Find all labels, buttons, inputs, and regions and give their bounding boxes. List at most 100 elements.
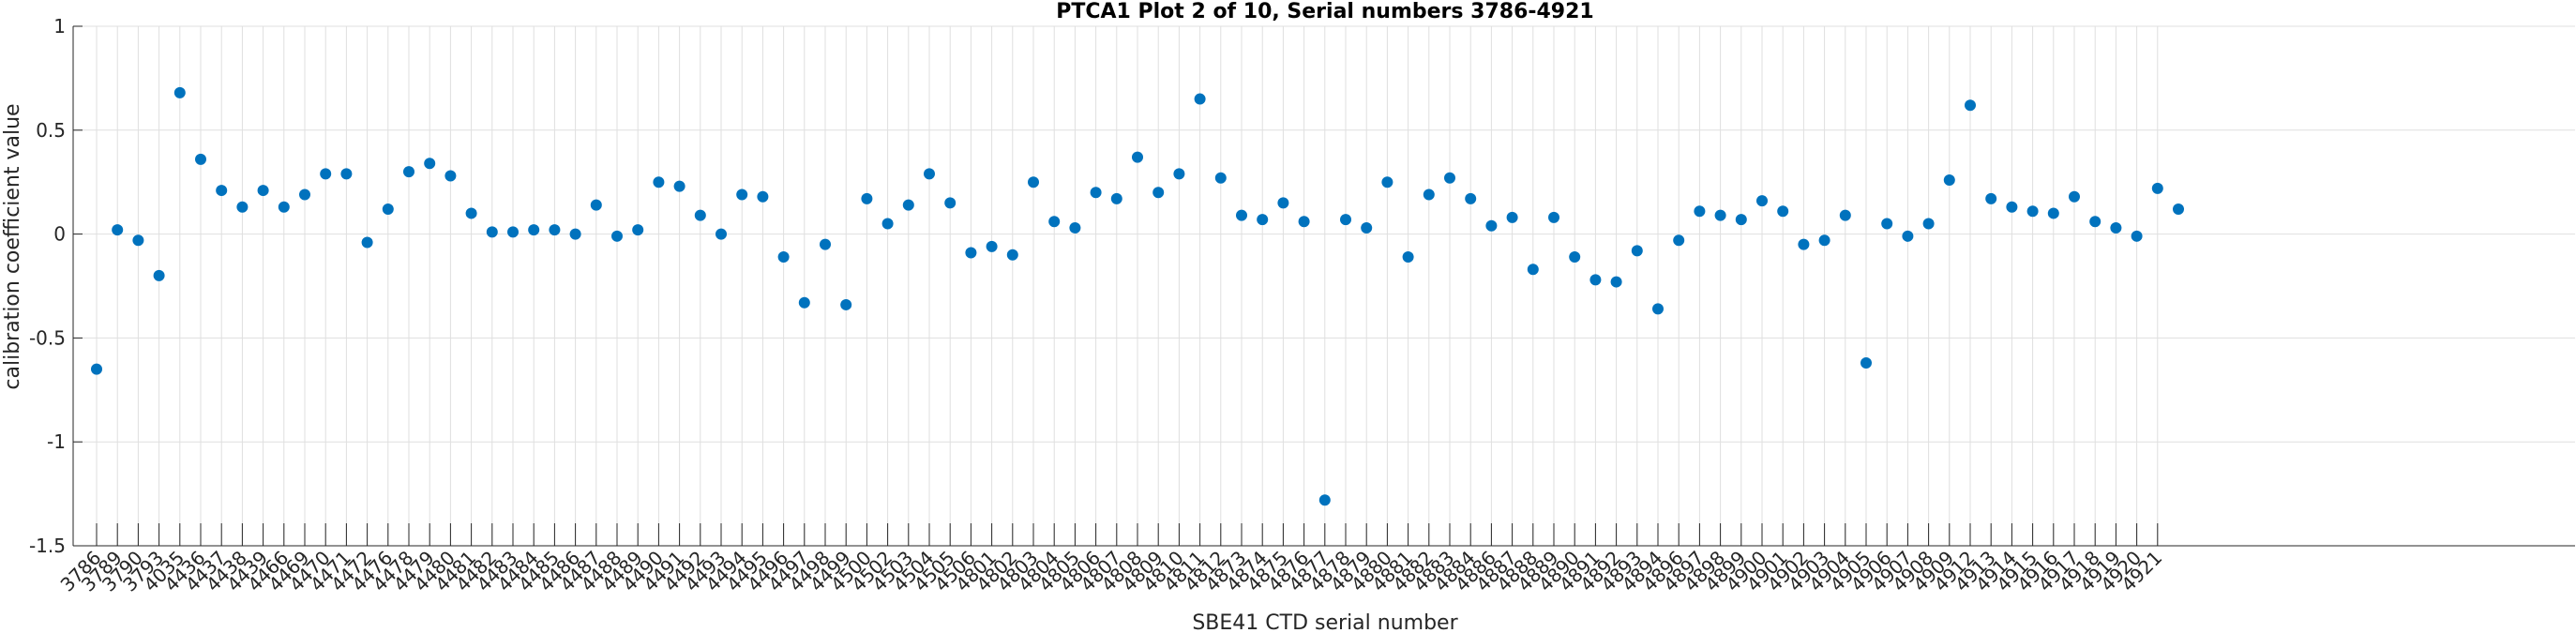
- data-point: [632, 224, 644, 236]
- data-point: [2006, 201, 2018, 213]
- axes: [72, 26, 2575, 547]
- data-point: [91, 363, 102, 375]
- data-point: [716, 228, 727, 240]
- data-point: [965, 247, 977, 259]
- data-point: [1902, 230, 1914, 242]
- data-point: [1798, 238, 1810, 250]
- data-point: [1506, 211, 1518, 223]
- data-point: [861, 192, 873, 204]
- data-point: [1777, 205, 1789, 218]
- data-points: [91, 86, 2184, 506]
- y-tick-label: 0.5: [36, 119, 66, 142]
- data-point: [653, 176, 665, 188]
- data-point: [881, 218, 894, 230]
- data-point: [173, 86, 186, 98]
- data-point: [1652, 303, 1664, 315]
- data-point: [1694, 205, 1706, 218]
- data-point: [1756, 195, 1768, 207]
- data-point: [1465, 192, 1477, 204]
- data-point: [1402, 250, 1414, 263]
- data-point: [1028, 176, 1039, 188]
- data-point: [1735, 214, 1747, 226]
- data-point: [1236, 209, 1247, 221]
- data-point: [1069, 221, 1081, 234]
- data-point: [1298, 216, 1310, 228]
- data-point: [132, 234, 144, 247]
- data-point: [257, 185, 269, 197]
- data-point: [1881, 218, 1893, 230]
- data-point: [694, 209, 706, 221]
- data-point: [924, 168, 935, 180]
- chart-title: PTCA1 Plot 2 of 10, Serial numbers 3786-…: [1056, 0, 1593, 23]
- y-axis-label: calibration coefficient value: [1, 103, 24, 389]
- data-point: [1860, 356, 1872, 369]
- data-point: [1257, 214, 1269, 226]
- y-tick-label: 1: [53, 15, 66, 38]
- data-point: [549, 224, 561, 236]
- data-point: [2131, 230, 2143, 242]
- data-point: [1132, 151, 1143, 163]
- y-tick-label: 0: [53, 223, 66, 246]
- data-point: [673, 180, 685, 192]
- data-point: [1173, 168, 1185, 180]
- data-point: [486, 226, 498, 238]
- data-point: [403, 166, 414, 178]
- data-point: [1673, 234, 1685, 247]
- data-point: [1985, 192, 1997, 204]
- y-tick-label: -1: [47, 430, 66, 453]
- data-point: [1423, 188, 1435, 201]
- data-point: [840, 298, 852, 310]
- data-point: [2173, 203, 2184, 216]
- data-point: [320, 168, 332, 180]
- data-point: [1006, 249, 1018, 261]
- data-point: [1943, 173, 1955, 186]
- data-point: [798, 296, 810, 309]
- data-point: [736, 188, 748, 201]
- data-point: [1194, 93, 1206, 105]
- data-point: [507, 226, 519, 238]
- data-point: [569, 228, 581, 240]
- data-point: [424, 158, 436, 170]
- data-point: [902, 199, 914, 211]
- data-point: [1340, 214, 1351, 226]
- data-point: [2089, 216, 2101, 228]
- data-point: [820, 238, 831, 250]
- data-point: [1277, 197, 1289, 209]
- data-point: [986, 240, 998, 252]
- data-point: [1631, 245, 1643, 257]
- data-point: [278, 201, 290, 213]
- data-point: [465, 207, 477, 219]
- data-point: [2110, 221, 2122, 234]
- data-point: [112, 224, 124, 236]
- data-point: [361, 236, 373, 249]
- data-point: [299, 188, 310, 201]
- data-point: [153, 269, 165, 281]
- data-point: [611, 230, 623, 242]
- grid-lines: [73, 25, 2575, 547]
- y-axis-ticks: -1.5 -1 -0.5 0 0.5 1: [29, 15, 83, 557]
- data-point: [757, 190, 769, 203]
- data-point: [1381, 176, 1393, 188]
- data-point: [1610, 276, 1622, 288]
- data-point: [1090, 187, 1102, 199]
- data-point: [1818, 234, 1830, 247]
- data-point: [216, 185, 228, 197]
- data-point: [1714, 209, 1726, 221]
- data-point: [1569, 250, 1581, 263]
- data-point: [444, 170, 457, 182]
- x-axis-label: SBE41 CTD serial number: [1192, 611, 1458, 633]
- data-point: [1485, 219, 1498, 232]
- data-point: [944, 197, 957, 209]
- data-point: [340, 168, 353, 180]
- y-tick-label: -1.5: [29, 535, 66, 557]
- x-axis-ticks: 3786378937903793403544364437443844394466…: [56, 523, 2166, 596]
- data-point: [1589, 274, 1602, 286]
- y-tick-label: -0.5: [29, 326, 66, 349]
- data-point: [528, 224, 540, 236]
- data-point: [1214, 172, 1227, 184]
- data-point: [1548, 211, 1559, 223]
- data-point: [382, 203, 394, 216]
- data-point: [1839, 209, 1851, 221]
- data-point: [2047, 207, 2059, 219]
